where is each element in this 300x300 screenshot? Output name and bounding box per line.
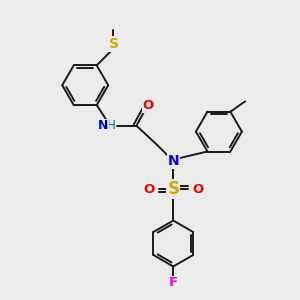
Text: N: N [98, 119, 108, 132]
Text: O: O [143, 182, 154, 196]
Text: F: F [169, 276, 178, 289]
Text: S: S [110, 37, 119, 51]
Text: H: H [107, 119, 116, 132]
Text: O: O [192, 182, 203, 196]
Text: O: O [142, 100, 154, 112]
Text: N: N [167, 154, 179, 168]
Text: S: S [167, 180, 179, 198]
